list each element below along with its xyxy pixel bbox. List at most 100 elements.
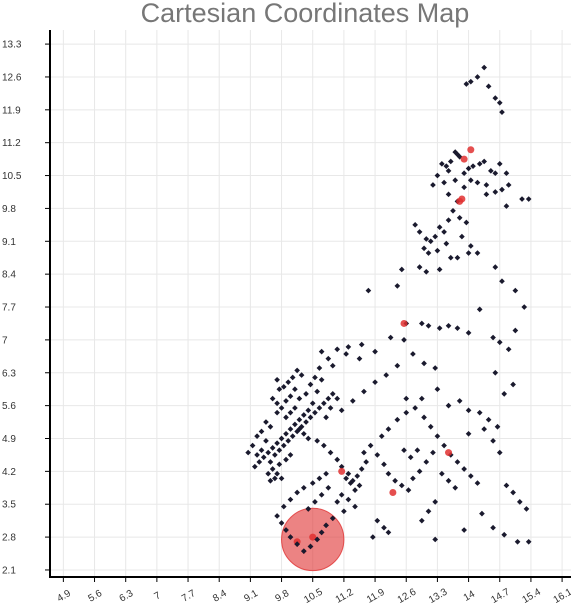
data-point [496, 160, 503, 167]
data-point [267, 477, 274, 484]
data-point [265, 449, 272, 456]
data-point [318, 529, 325, 536]
data-point [523, 506, 530, 512]
data-point [443, 163, 450, 169]
data-point [492, 189, 499, 195]
data-point [283, 414, 289, 421]
data-point [303, 391, 309, 397]
data-point [505, 182, 512, 188]
y-tick-label: 9.8 [2, 204, 16, 215]
data-point [276, 386, 283, 393]
highlight-point [309, 533, 317, 541]
data-point [447, 254, 454, 261]
data-point [287, 409, 294, 416]
data-point [463, 81, 470, 87]
data-point [412, 405, 418, 411]
data-point [403, 409, 410, 416]
data-point [496, 99, 503, 106]
data-point [499, 186, 505, 193]
x-tick-label: 13.3 [427, 586, 450, 603]
data-point [474, 74, 481, 80]
data-point [300, 430, 307, 437]
data-point [461, 184, 467, 191]
data-point [452, 177, 459, 184]
data-point [327, 405, 334, 411]
data-point [467, 78, 474, 85]
data-point [341, 508, 347, 515]
y-tick-label: 2.8 [2, 533, 16, 544]
data-point [514, 538, 521, 545]
data-point [318, 492, 325, 498]
data-point [474, 179, 481, 186]
data-point [307, 543, 314, 550]
data-point [510, 381, 516, 388]
data-point [294, 489, 300, 496]
data-point [521, 304, 528, 310]
y-axis-ticks: 13.3 12.6 11.9 11.2 10.5 9.8 9.1 8.4 7.7 7 6.3 5.6 4… [2, 40, 50, 576]
data-point [505, 346, 512, 353]
highlight-point [467, 146, 475, 154]
data-point [334, 456, 341, 463]
data-point [334, 346, 341, 353]
data-point [265, 470, 272, 477]
data-point [343, 475, 349, 482]
data-point [483, 191, 490, 198]
data-point [338, 407, 345, 414]
data-point [323, 414, 329, 421]
data-point [425, 250, 432, 256]
data-point [445, 191, 452, 198]
data-point [347, 480, 354, 486]
data-point [274, 470, 280, 477]
x-tick-label: 9.8 [274, 588, 292, 603]
data-point [441, 442, 447, 449]
data-point [436, 224, 443, 231]
data-point [307, 381, 314, 388]
data-point [287, 496, 294, 503]
data-point [465, 330, 472, 336]
data-point [334, 395, 341, 402]
data-point [485, 416, 492, 423]
highlight-point [445, 449, 453, 457]
data-point [361, 388, 367, 395]
data-point [256, 459, 263, 465]
data-point [381, 461, 387, 468]
y-tick-label: 3.5 [2, 500, 16, 511]
data-point [519, 196, 525, 202]
data-point [285, 438, 292, 444]
y-tick-label: 4.9 [2, 434, 16, 445]
data-point [278, 475, 285, 482]
data-point [303, 419, 309, 425]
data-point [488, 168, 494, 174]
data-point [289, 374, 296, 381]
data-point [334, 499, 341, 505]
data-point [410, 475, 416, 482]
data-point [492, 264, 499, 270]
data-point [287, 426, 294, 432]
x-tick-label: 8.4 [211, 588, 229, 603]
data-point [430, 449, 436, 456]
data-point [263, 438, 269, 444]
data-point [492, 170, 499, 177]
x-tick-label: 15.4 [520, 586, 543, 603]
data-point [418, 395, 425, 402]
data-point [423, 236, 430, 242]
data-point [421, 245, 427, 252]
data-point [481, 158, 487, 165]
data-point [445, 477, 452, 484]
data-point [496, 449, 503, 456]
data-point [461, 170, 467, 177]
data-point [410, 351, 416, 357]
data-point [476, 409, 483, 416]
data-point [367, 442, 374, 449]
data-point [499, 109, 505, 115]
data-point [278, 405, 285, 411]
x-tick-label: 7.7 [180, 588, 198, 603]
data-point [423, 459, 430, 465]
x-tick-label: 16.1 [552, 586, 571, 603]
data-point [427, 423, 434, 430]
data-point [510, 489, 516, 496]
data-point [378, 433, 385, 439]
data-point [316, 405, 323, 411]
data-point [476, 306, 483, 313]
data-point [338, 492, 345, 498]
